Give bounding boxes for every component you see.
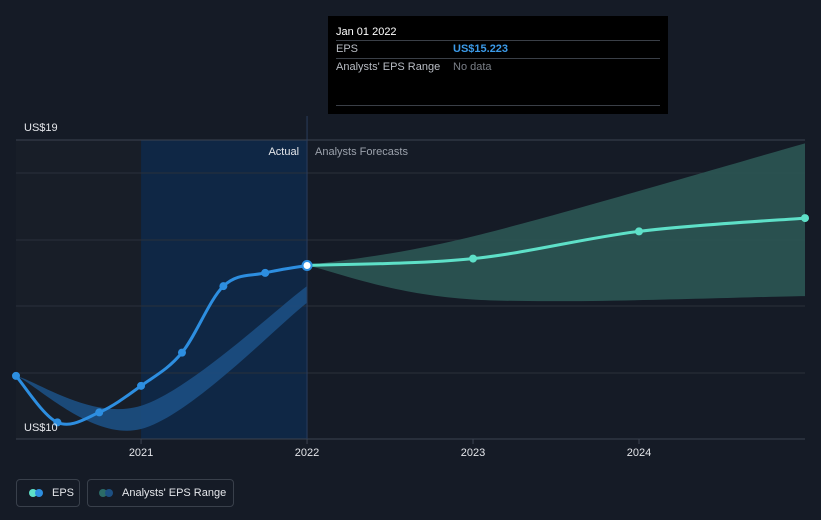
x-tick-label: 2024	[627, 447, 651, 459]
eps-forecast-point	[635, 227, 644, 236]
legend-eps[interactable]: EPS	[16, 479, 80, 507]
eps-actual-point	[219, 282, 228, 291]
tooltip: Jan 01 2022 EPS US$15.223 Analysts' EPS …	[328, 16, 668, 114]
x-tick-label: 2023	[461, 447, 485, 459]
eps-forecast-line	[306, 216, 806, 267]
eps-actual-point	[95, 408, 104, 417]
x-tick-label: 2022	[295, 447, 319, 459]
eps-points	[12, 214, 809, 427]
eps-forecast-point	[801, 214, 809, 223]
tooltip-range-row: Analysts' EPS Range No data	[336, 58, 660, 76]
forecast-label: Analysts Forecasts	[315, 146, 408, 158]
actual-eps-range-band	[16, 286, 308, 431]
y-axis-min-label: US$10	[24, 422, 58, 434]
tooltip-range-value: No data	[453, 61, 492, 73]
past-period-shade	[16, 140, 142, 439]
eps-forecast-point	[469, 254, 478, 263]
eps-actual-point	[53, 418, 62, 427]
eps-actual-point	[137, 381, 146, 390]
legend-eps-label: EPS	[52, 487, 75, 499]
tooltip-eps-value: US$15.223	[453, 43, 509, 55]
tooltip-range-label: Analysts' EPS Range	[336, 61, 441, 73]
eps-legend-icon	[29, 489, 45, 497]
x-axis-ticks: 2021 2022 2023 2024	[129, 439, 651, 459]
tooltip-date: Jan 01 2022	[336, 26, 397, 38]
tooltip-eps-row: EPS US$15.223	[336, 40, 660, 58]
y-axis-max-label: US$19	[24, 122, 58, 134]
legend-eps-range[interactable]: Analysts' EPS Range	[87, 479, 234, 507]
eps-range-legend-icon	[99, 489, 115, 497]
tooltip-divider	[336, 105, 660, 106]
eps-actual-point	[301, 259, 313, 271]
tooltip-eps-label: EPS	[336, 43, 359, 55]
eps-actual-point	[261, 268, 270, 277]
eps-actual-point	[177, 348, 186, 357]
legend-range-label: Analysts' EPS Range	[122, 487, 227, 499]
x-tick-label: 2021	[129, 447, 153, 459]
actual-label: Actual	[268, 146, 299, 158]
eps-actual-point	[12, 371, 20, 380]
